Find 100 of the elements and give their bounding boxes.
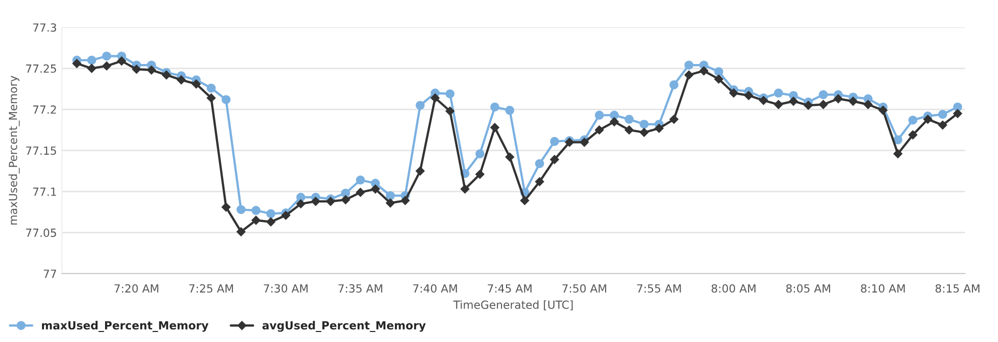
point [162, 70, 171, 80]
point [356, 188, 365, 197]
point [684, 70, 694, 80]
point [386, 198, 395, 208]
point [953, 102, 962, 112]
point [938, 110, 948, 119]
point [744, 91, 754, 100]
point [908, 130, 918, 140]
x-tick-label: 7:55 AM [637, 284, 681, 293]
point [818, 90, 828, 100]
point [729, 88, 738, 98]
point [176, 75, 186, 84]
x-tick-label: 7:25 AM [189, 284, 233, 293]
point [535, 159, 544, 168]
y-tick-label: 77.25 [26, 64, 56, 73]
point [356, 176, 365, 185]
x-tick-label: 7:40 AM [413, 284, 457, 293]
x-tick-label: 7:35 AM [338, 284, 382, 293]
point [147, 66, 156, 74]
point [834, 94, 843, 104]
legend-label: avgUsed_Percent_Memory [262, 320, 426, 332]
x-tick-label: 7:30 AM [264, 284, 308, 293]
point [206, 94, 216, 102]
x-tick-label: 7:20 AM [114, 284, 158, 293]
point [624, 126, 634, 134]
x-tick-label: 7:45 AM [488, 284, 532, 293]
point [520, 196, 530, 205]
point [311, 196, 320, 206]
point [476, 170, 484, 179]
point [446, 106, 454, 116]
x-tick-label: 8:10 AM [860, 284, 905, 293]
point [774, 100, 783, 109]
point [326, 196, 336, 206]
point [206, 84, 216, 93]
point [222, 95, 231, 104]
point [341, 195, 350, 204]
point [236, 227, 246, 236]
point [594, 126, 604, 134]
point [684, 60, 694, 70]
point [535, 177, 544, 186]
point [490, 123, 500, 132]
point [460, 184, 470, 194]
x-tick-label: 8:00 AM [712, 284, 756, 293]
y-tick-label: 77.15 [26, 146, 56, 155]
point [789, 96, 798, 106]
point [848, 96, 858, 106]
point [430, 94, 440, 102]
point [505, 106, 514, 115]
x-tick-label: 8:05 AM [786, 284, 830, 293]
point [266, 217, 276, 226]
point [87, 56, 96, 65]
y-tick-label: 77.3 [33, 23, 56, 32]
point [550, 155, 559, 164]
point [192, 80, 201, 88]
point [72, 59, 82, 68]
point [580, 138, 589, 147]
point [669, 80, 678, 90]
point [640, 120, 649, 129]
point [341, 188, 350, 198]
point [550, 136, 560, 146]
point [759, 96, 768, 105]
point [505, 152, 514, 162]
x-tick-label: 8:15 AM [936, 284, 980, 293]
point [236, 205, 246, 214]
point [475, 149, 484, 158]
point [714, 74, 724, 84]
point [117, 56, 126, 66]
point [416, 100, 425, 110]
point [804, 100, 813, 110]
point [490, 102, 500, 112]
point [102, 52, 112, 61]
point [908, 116, 918, 125]
point [266, 209, 276, 218]
point [864, 100, 872, 109]
x-tick-label: 7:50 AM [562, 284, 606, 293]
point [938, 120, 948, 130]
point [251, 206, 260, 215]
x-axis-title: TimeGenerated [UTC] [453, 300, 573, 310]
point [878, 106, 888, 115]
point [610, 117, 619, 126]
point [714, 67, 724, 76]
point [296, 199, 306, 208]
point [132, 64, 141, 74]
point [640, 128, 649, 137]
point [774, 88, 783, 98]
point [953, 109, 962, 118]
point [610, 110, 619, 120]
y-tick-label: 77.2 [33, 105, 56, 114]
point [252, 216, 260, 225]
point [370, 184, 380, 194]
y-tick-label: 77.1 [33, 188, 56, 196]
point [594, 110, 604, 120]
point [818, 100, 828, 109]
point [654, 124, 664, 133]
y-tick-label: 77 [44, 270, 56, 278]
point [624, 114, 634, 124]
point [670, 114, 678, 124]
legend-label: maxUsed_Percent_Memory [42, 320, 208, 332]
y-tick-label: 77.05 [26, 228, 56, 237]
point [386, 191, 395, 200]
